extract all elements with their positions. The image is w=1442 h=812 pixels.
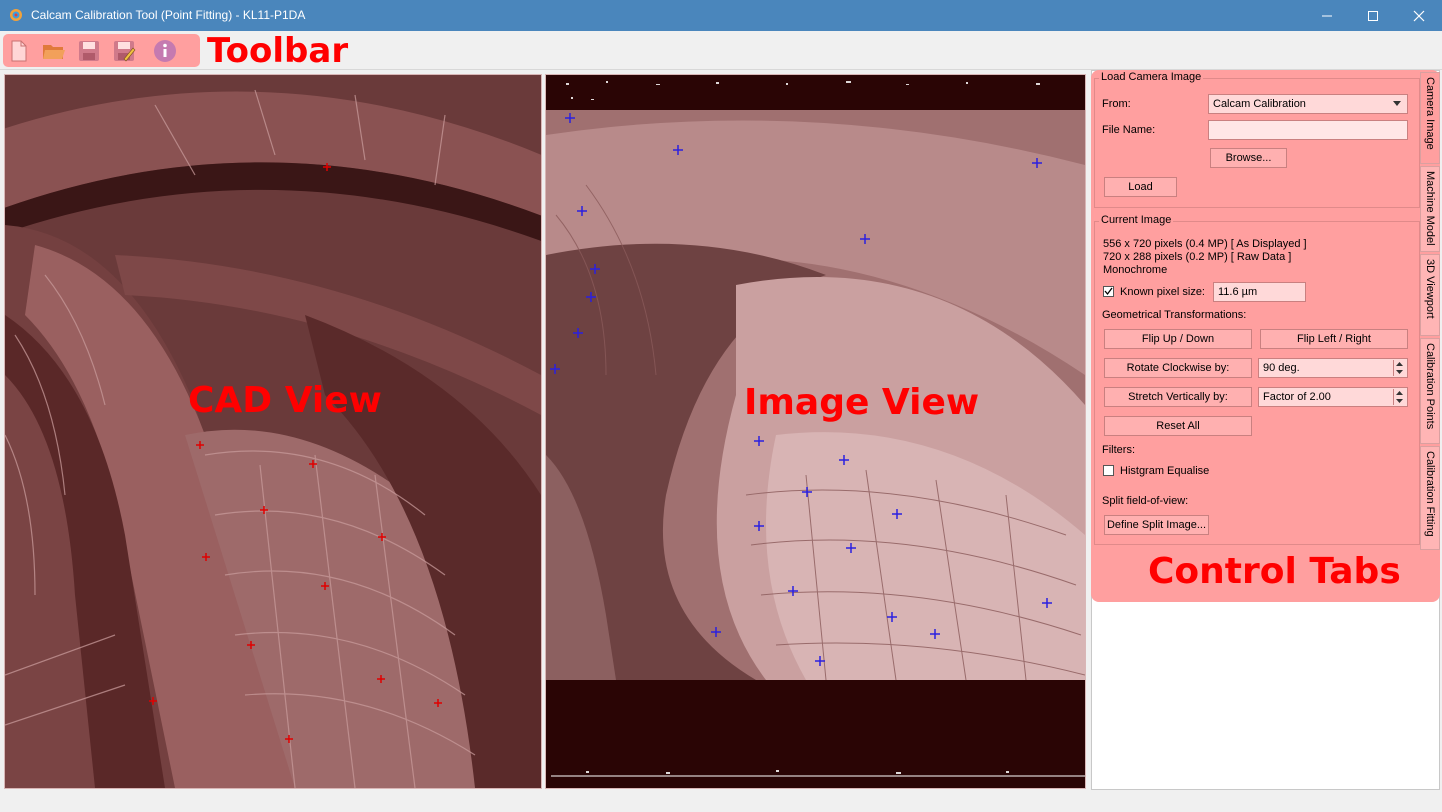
rotate-clockwise-button[interactable]: Rotate Clockwise by:: [1104, 358, 1252, 378]
tab-machine-model-label: Machine Model: [1424, 171, 1436, 246]
window-title: Calcam Calibration Tool (Point Fitting) …: [31, 8, 306, 22]
tab-calibration-fitting-label: Calibration Fitting: [1424, 451, 1436, 537]
file-name-input[interactable]: [1208, 120, 1408, 140]
new-icon: [11, 40, 27, 62]
tab-camera-image-label: Camera Image: [1424, 77, 1436, 150]
close-button[interactable]: [1396, 0, 1442, 31]
title-bar: Calcam Calibration Tool (Point Fitting) …: [0, 0, 1442, 31]
define-split-image-button[interactable]: Define Split Image...: [1104, 515, 1209, 535]
flip-up-down-button[interactable]: Flip Up / Down: [1104, 329, 1252, 349]
current-image-title: Current Image: [1099, 214, 1174, 226]
save-as-icon: [114, 41, 136, 62]
from-select[interactable]: Calcam Calibration: [1208, 94, 1408, 114]
info-button[interactable]: [151, 37, 179, 64]
minimize-icon: [1322, 15, 1332, 17]
load-group-title: Load Camera Image: [1099, 71, 1204, 83]
toolbar-overlay-label: Toolbar: [207, 31, 349, 71]
flip-left-right-button[interactable]: Flip Left / Right: [1260, 329, 1408, 349]
tab-calibration-points[interactable]: Calibration Points: [1420, 338, 1440, 444]
new-button[interactable]: [5, 37, 33, 64]
stretch-factor-spinbox[interactable]: Factor of 2.00: [1258, 387, 1408, 407]
save-as-button[interactable]: [110, 37, 138, 64]
spin-arrows-icon[interactable]: [1393, 389, 1405, 405]
geometrical-transformations-label: Geometrical Transformations:: [1102, 309, 1247, 321]
image-info-colour: Monochrome: [1103, 264, 1168, 276]
from-select-value: Calcam Calibration: [1213, 98, 1306, 110]
known-pixel-size-label: Known pixel size:: [1120, 286, 1205, 298]
tab-machine-model[interactable]: Machine Model: [1420, 166, 1440, 252]
camera-image: [546, 75, 1085, 788]
maximize-button[interactable]: [1350, 0, 1396, 31]
tab-calibration-points-label: Calibration Points: [1424, 343, 1436, 430]
tab-camera-image[interactable]: Camera Image: [1420, 72, 1440, 164]
filters-label: Filters:: [1102, 444, 1135, 456]
toolbar: [0, 31, 1442, 70]
save-icon: [79, 41, 99, 61]
close-icon: [1413, 10, 1425, 22]
open-button[interactable]: [40, 37, 68, 64]
rotate-angle-spinbox[interactable]: 90 deg.: [1258, 358, 1408, 378]
browse-button[interactable]: Browse...: [1210, 148, 1287, 168]
rotate-angle-value: 90 deg.: [1263, 362, 1300, 374]
histogram-equalise-checkbox[interactable]: [1103, 465, 1114, 476]
status-bar: [0, 790, 1442, 812]
tab-3d-viewport-label: 3D Viewport: [1424, 259, 1436, 319]
histogram-equalise-label: Histgram Equalise: [1120, 465, 1210, 477]
stretch-vertically-button[interactable]: Stretch Vertically by:: [1104, 387, 1252, 407]
minimize-button[interactable]: [1304, 0, 1350, 31]
side-tab-bar: Camera Image Machine Model 3D Viewport C…: [1420, 70, 1440, 550]
stretch-factor-value: Factor of 2.00: [1263, 391, 1331, 403]
known-pixel-size-checkbox[interactable]: [1103, 286, 1114, 297]
open-folder-icon: [43, 45, 65, 59]
image-info-displayed: 556 x 720 pixels (0.4 MP) [ As Displayed…: [1103, 238, 1307, 250]
tab-calibration-fitting[interactable]: Calibration Fitting: [1420, 446, 1440, 550]
from-label: From:: [1102, 98, 1131, 110]
current-image-group: [1094, 221, 1420, 545]
load-camera-image-group: [1094, 78, 1420, 208]
chevron-down-icon: [1393, 101, 1401, 106]
save-button[interactable]: [75, 37, 103, 64]
tab-3d-viewport[interactable]: 3D Viewport: [1420, 254, 1440, 336]
split-fov-label: Split field-of-view:: [1102, 495, 1189, 507]
maximize-icon: [1368, 11, 1378, 21]
known-pixel-size-input[interactable]: 11.6 µm: [1213, 282, 1306, 302]
control-tabs-overlay-label: Control Tabs: [1148, 551, 1401, 592]
image-view[interactable]: Image View: [545, 74, 1086, 789]
info-icon: [154, 40, 176, 62]
image-view-overlay-label: Image View: [744, 382, 980, 423]
image-info-raw: 720 x 288 pixels (0.2 MP) [ Raw Data ]: [1103, 251, 1292, 263]
cad-view[interactable]: CAD View: [4, 74, 542, 789]
reset-all-button[interactable]: Reset All: [1104, 416, 1252, 436]
checkmark-icon: [1104, 287, 1113, 296]
load-button[interactable]: Load: [1104, 177, 1177, 197]
app-icon: [10, 9, 22, 21]
file-name-label: File Name:: [1102, 124, 1156, 136]
cad-view-overlay-label: CAD View: [188, 380, 382, 421]
cad-render: [5, 75, 541, 788]
spin-arrows-icon[interactable]: [1393, 360, 1405, 376]
